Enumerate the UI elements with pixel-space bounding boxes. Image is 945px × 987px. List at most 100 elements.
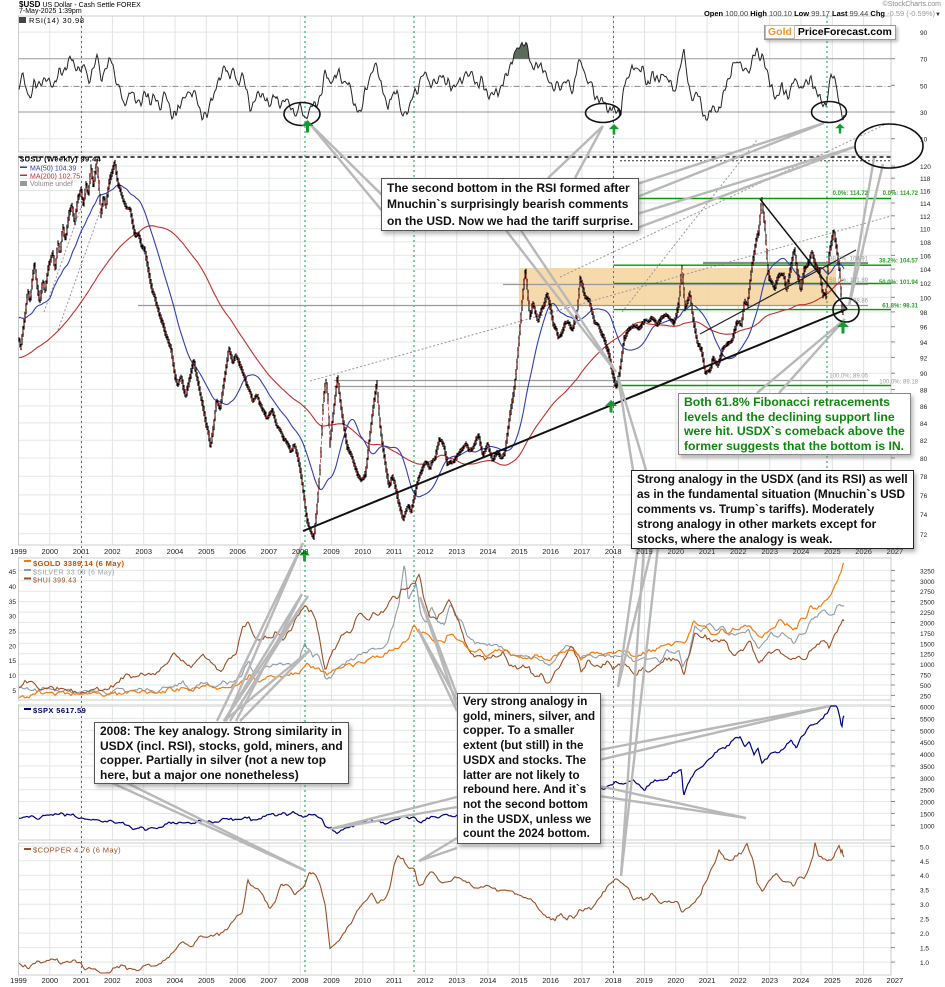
- svg-text:50: 50: [920, 83, 928, 90]
- svg-text:2009: 2009: [323, 547, 340, 556]
- svg-text:5: 5: [12, 688, 16, 695]
- svg-text:1999: 1999: [10, 547, 27, 556]
- svg-text:2000: 2000: [41, 976, 58, 985]
- svg-text:1500: 1500: [920, 641, 935, 648]
- svg-text:2021: 2021: [699, 976, 716, 985]
- svg-text:90: 90: [920, 371, 928, 378]
- svg-text:108: 108: [920, 240, 931, 247]
- svg-text:$SILVER 33.09 (6 May): $SILVER 33.09 (6 May): [33, 570, 115, 577]
- svg-text:76: 76: [920, 493, 928, 500]
- svg-text:110: 110: [920, 227, 931, 234]
- svg-text:MA(50) 104.39: MA(50) 104.39: [30, 166, 76, 173]
- svg-text:4000: 4000: [920, 752, 935, 759]
- svg-text:2018: 2018: [605, 547, 622, 556]
- svg-text:15: 15: [9, 658, 17, 665]
- svg-text:2500: 2500: [920, 600, 935, 607]
- svg-text:2016: 2016: [542, 976, 559, 985]
- svg-text:$GOLD 3389.14 (6 May): $GOLD 3389.14 (6 May): [33, 559, 124, 568]
- svg-text:2003: 2003: [135, 547, 152, 556]
- svg-text:2027: 2027: [887, 976, 904, 985]
- svg-text:70: 70: [920, 57, 928, 64]
- svg-text:3250: 3250: [920, 568, 935, 575]
- svg-text:3500: 3500: [920, 764, 935, 771]
- svg-text:2013: 2013: [448, 547, 465, 556]
- svg-text:6000: 6000: [920, 705, 935, 712]
- svg-text:84: 84: [920, 421, 928, 428]
- svg-text:112: 112: [920, 214, 931, 221]
- svg-text:2013: 2013: [448, 976, 465, 985]
- svg-text:2011: 2011: [386, 976, 402, 985]
- svg-text:30: 30: [9, 614, 17, 621]
- svg-text:4.5: 4.5: [920, 859, 929, 866]
- svg-text:2011: 2011: [386, 547, 402, 556]
- svg-text:82: 82: [920, 438, 928, 445]
- svg-text:2023: 2023: [761, 547, 778, 556]
- svg-text:2004: 2004: [167, 976, 184, 985]
- svg-text:100.0%: 89.18: 100.0%: 89.18: [879, 380, 918, 386]
- svg-text:3000: 3000: [920, 579, 935, 586]
- svg-text:1250: 1250: [920, 652, 935, 659]
- svg-text:104: 104: [920, 267, 931, 274]
- svg-text:25: 25: [9, 629, 17, 636]
- svg-text:74: 74: [920, 512, 928, 519]
- svg-text:5.0: 5.0: [920, 844, 929, 851]
- svg-text:2000: 2000: [920, 621, 935, 628]
- svg-text:102: 102: [920, 281, 931, 288]
- svg-text:2020: 2020: [667, 976, 684, 985]
- svg-text:2250: 2250: [920, 610, 935, 617]
- svg-text:10: 10: [920, 137, 928, 144]
- svg-text:Volume undef: Volume undef: [30, 181, 73, 188]
- svg-text:2025: 2025: [824, 547, 841, 556]
- svg-text:100: 100: [920, 295, 931, 302]
- svg-text:1000: 1000: [920, 823, 935, 830]
- svg-text:MA(200) 102.75: MA(200) 102.75: [30, 174, 80, 181]
- svg-text:2014: 2014: [480, 547, 497, 556]
- svg-text:20: 20: [9, 643, 17, 650]
- svg-text:2.5: 2.5: [920, 917, 929, 924]
- svg-text:78: 78: [920, 474, 928, 481]
- svg-text:4.0: 4.0: [920, 873, 929, 880]
- svg-text:2005: 2005: [198, 547, 215, 556]
- svg-text:2012: 2012: [417, 976, 434, 985]
- svg-text:2020: 2020: [667, 547, 684, 556]
- svg-text:2001: 2001: [73, 976, 90, 985]
- svg-text:2008: 2008: [292, 976, 309, 985]
- svg-text:2002: 2002: [104, 547, 121, 556]
- svg-text:0.0%: 114.72: 0.0%: 114.72: [883, 191, 919, 197]
- svg-text:2017: 2017: [574, 976, 591, 985]
- svg-text:3.0: 3.0: [920, 902, 929, 909]
- svg-text:100.0%: 89.05: 100.0%: 89.05: [829, 374, 868, 380]
- svg-text:$HUI 399.43: $HUI 399.43: [33, 578, 77, 585]
- svg-text:2018: 2018: [605, 976, 622, 985]
- svg-text:2008: 2008: [292, 547, 309, 556]
- svg-text:1.5: 1.5: [920, 946, 929, 953]
- svg-text:2014: 2014: [480, 976, 497, 985]
- svg-text:2004: 2004: [167, 547, 184, 556]
- svg-text:2010: 2010: [354, 547, 371, 556]
- svg-text:2500: 2500: [920, 788, 935, 795]
- svg-text:45: 45: [9, 569, 17, 576]
- svg-text:50.0%: 101.89: 50.0%: 101.89: [829, 278, 868, 284]
- svg-text:90: 90: [920, 30, 928, 37]
- svg-text:2000: 2000: [920, 800, 935, 807]
- svg-text:250: 250: [920, 693, 931, 700]
- svg-text:35: 35: [9, 599, 17, 606]
- svg-text:1750: 1750: [920, 631, 935, 638]
- svg-text:2006: 2006: [229, 547, 246, 556]
- svg-text:106: 106: [920, 253, 931, 260]
- svg-text:3000: 3000: [920, 776, 935, 783]
- svg-text:0.0%: 114.72: 0.0%: 114.72: [833, 191, 869, 197]
- svg-text:1000: 1000: [920, 662, 935, 669]
- svg-text:2012: 2012: [417, 547, 434, 556]
- svg-text:118: 118: [920, 176, 931, 183]
- svg-text:40: 40: [9, 584, 17, 591]
- svg-text:2022: 2022: [730, 976, 747, 985]
- svg-text:2015: 2015: [511, 976, 528, 985]
- svg-text:30: 30: [920, 110, 928, 117]
- svg-text:2025: 2025: [824, 976, 841, 985]
- svg-text:2003: 2003: [135, 976, 152, 985]
- svg-text:$SPX 5617.59: $SPX 5617.59: [33, 706, 86, 715]
- svg-text:2017: 2017: [574, 547, 591, 556]
- svg-text:116: 116: [920, 189, 931, 196]
- svg-text:2016: 2016: [542, 547, 559, 556]
